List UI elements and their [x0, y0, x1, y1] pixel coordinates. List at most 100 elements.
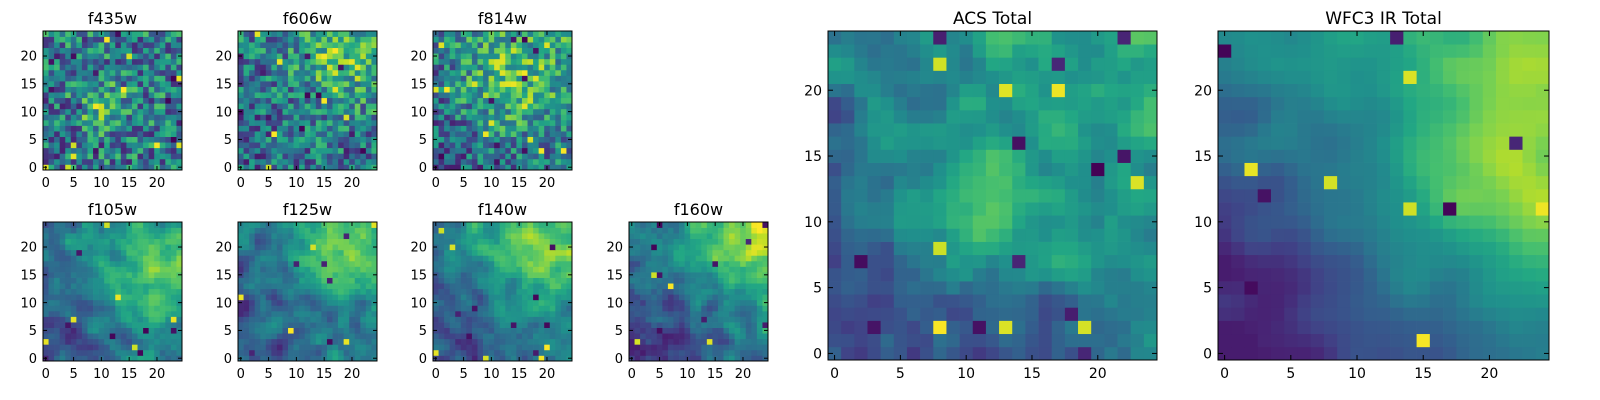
heatmap-cell: [165, 131, 172, 137]
heatmap-cell: [740, 283, 747, 290]
heatmap-cell: [734, 310, 741, 317]
heatmap-cell: [310, 136, 317, 143]
heatmap-cell: [249, 344, 256, 351]
heatmap-cell: [460, 238, 467, 245]
heatmap-cell: [762, 238, 769, 245]
heatmap-cell: [254, 310, 261, 317]
heatmap-cell: [332, 164, 339, 171]
heatmap-cell: [444, 125, 451, 132]
heatmap-cell: [315, 249, 322, 256]
heatmap-cell: [679, 222, 685, 228]
heatmap-cell: [690, 227, 697, 234]
heatmap-cell: [120, 147, 127, 154]
heatmap-cell: [360, 86, 367, 93]
heatmap-cell: [629, 305, 635, 312]
y-tick-label: 10: [20, 105, 37, 120]
heatmap-cell: [560, 158, 567, 165]
heatmap-cell: [326, 333, 333, 340]
heatmap-cell: [634, 222, 641, 228]
heatmap-cell: [471, 222, 478, 228]
heatmap-cell: [81, 294, 88, 301]
heatmap-cell: [315, 58, 322, 65]
heatmap-cell: [249, 136, 256, 143]
heatmap-cell: [126, 244, 133, 251]
heatmap-cell: [249, 294, 256, 301]
heatmap-cell: [673, 349, 680, 356]
heatmap-cell: [43, 131, 49, 137]
heatmap-cell: [538, 47, 545, 54]
heatmap-cell: [433, 238, 439, 245]
heatmap-cell: [143, 294, 149, 301]
heatmap-cell: [488, 136, 495, 143]
heatmap-cell: [276, 114, 283, 121]
heatmap-cell: [538, 125, 545, 132]
heatmap-cell: [505, 327, 512, 334]
heatmap-cell: [332, 266, 339, 273]
heatmap-cell: [1012, 294, 1026, 308]
heatmap-cell: [65, 36, 72, 43]
heatmap-cell: [109, 338, 116, 345]
heatmap-cell: [260, 103, 267, 110]
heatmap-cell: [1038, 320, 1053, 335]
heatmap-cell: [170, 147, 177, 154]
heatmap-cell: [690, 355, 697, 362]
heatmap-cell: [271, 64, 278, 71]
heatmap-cell: [762, 288, 769, 295]
heatmap-cell: [249, 338, 256, 345]
heatmap-cell: [260, 355, 267, 362]
heatmap-cell: [684, 288, 691, 295]
heatmap-cell: [1143, 241, 1158, 256]
heatmap-cell: [249, 233, 256, 240]
heatmap-cell: [751, 338, 758, 345]
heatmap-cell: [516, 97, 523, 104]
heatmap-cell: [332, 58, 339, 65]
heatmap-cell: [243, 272, 250, 278]
heatmap-cell: [276, 147, 283, 154]
heatmap-cell: [98, 58, 105, 65]
heatmap-cell: [460, 125, 467, 132]
heatmap-cell: [343, 233, 350, 240]
heatmap-cell: [645, 244, 652, 251]
heatmap-cell: [271, 136, 278, 143]
heatmap-cell: [521, 119, 528, 126]
heatmap-cell: [143, 153, 149, 160]
heatmap-cell: [338, 136, 344, 143]
heatmap-cell: [455, 238, 462, 245]
heatmap-cell: [59, 283, 66, 290]
heatmap-cell: [360, 108, 367, 115]
heatmap-cell: [483, 227, 489, 234]
heatmap-cell: [282, 244, 289, 251]
heatmap-cell: [265, 69, 272, 76]
heatmap-cell: [460, 136, 467, 143]
heatmap-cell: [154, 283, 161, 290]
heatmap-cell: [326, 142, 333, 149]
heatmap-cell: [538, 92, 545, 99]
heatmap-cell: [260, 222, 267, 228]
heatmap-cell: [154, 53, 161, 60]
heatmap-cell: [59, 69, 66, 76]
heatmap-cell: [59, 333, 66, 340]
heatmap-cell: [137, 327, 144, 334]
heatmap-cell: [76, 92, 83, 99]
heatmap-cell: [70, 288, 77, 295]
heatmap-cell: [527, 119, 534, 126]
heatmap-cell: [640, 349, 647, 356]
heatmap-cell: [656, 227, 663, 234]
heatmap-cell: [176, 277, 183, 284]
heatmap-cell: [460, 86, 467, 93]
heatmap-cell: [762, 233, 769, 240]
heatmap-cell: [304, 338, 311, 345]
heatmap-cell: [1143, 228, 1158, 242]
heatmap-cell: [460, 305, 467, 312]
heatmap-cell: [365, 299, 372, 306]
heatmap-cell: [76, 64, 83, 71]
heatmap-cell: [521, 47, 528, 54]
heatmap-cell: [260, 31, 267, 37]
x-tick-label: 5: [655, 367, 663, 382]
heatmap-cell: [679, 305, 685, 312]
heatmap-cell: [70, 272, 77, 278]
heatmap-cell: [87, 42, 94, 49]
heatmap-cell: [254, 227, 261, 234]
heatmap-cell: [444, 103, 451, 110]
heatmap-cell: [59, 327, 66, 334]
